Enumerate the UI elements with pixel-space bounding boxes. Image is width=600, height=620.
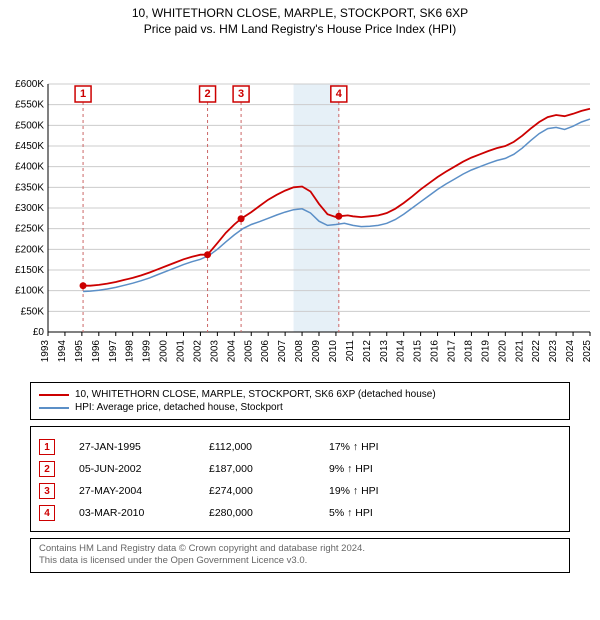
svg-text:1: 1 [80,88,86,100]
license-notice: Contains HM Land Registry data © Crown c… [30,538,570,573]
svg-text:4: 4 [336,88,343,100]
svg-text:£100K: £100K [15,286,44,297]
svg-text:1997: 1997 [108,340,119,363]
svg-text:2009: 2009 [311,340,322,363]
sales-price: £280,000 [209,507,329,519]
svg-text:2025: 2025 [582,340,593,363]
svg-text:£300K: £300K [15,203,44,214]
sales-row: 2 05-JUN-2002£187,0009% ↑ HPI [39,461,561,477]
svg-text:£600K: £600K [15,79,44,90]
legend-label: HPI: Average price, detached house, Stoc… [75,402,283,413]
svg-text:2014: 2014 [396,340,407,363]
svg-text:3: 3 [238,88,244,100]
svg-text:£50K: £50K [21,306,45,317]
sales-price: £274,000 [209,485,329,497]
sales-table: 1 27-JAN-1995£112,00017% ↑ HPI 2 05-JUN-200… [30,426,570,532]
sales-pct: 19% ↑ HPI [329,485,419,497]
legend-swatch [39,407,69,409]
svg-text:2004: 2004 [226,340,237,363]
sales-pct: 17% ↑ HPI [329,441,419,453]
svg-text:2021: 2021 [514,340,525,363]
sales-pct: 9% ↑ HPI [329,463,419,475]
svg-text:2015: 2015 [413,340,424,363]
svg-text:£0: £0 [33,327,45,338]
svg-text:2012: 2012 [362,340,373,363]
legend-item: 10, WHITETHORN CLOSE, MARPLE, STOCKPORT,… [39,389,561,400]
sales-row: 3 27-MAY-2004£274,00019% ↑ HPI [39,483,561,499]
svg-text:2018: 2018 [463,340,474,363]
sales-date: 03-MAR-2010 [79,507,209,519]
sales-marker: 1 [39,439,55,455]
svg-text:£150K: £150K [15,265,44,276]
svg-text:£450K: £450K [15,141,44,152]
svg-text:£350K: £350K [15,182,44,193]
sales-row: 4 03-MAR-2010£280,0005% ↑ HPI [39,505,561,521]
chart-title: 10, WHITETHORN CLOSE, MARPLE, STOCKPORT,… [0,6,600,20]
legend-label: 10, WHITETHORN CLOSE, MARPLE, STOCKPORT,… [75,389,436,400]
legend-item: HPI: Average price, detached house, Stoc… [39,402,561,413]
svg-text:1993: 1993 [40,340,51,363]
svg-text:2017: 2017 [447,340,458,363]
sales-marker: 4 [39,505,55,521]
svg-text:£400K: £400K [15,162,44,173]
svg-text:£200K: £200K [15,244,44,255]
svg-text:£500K: £500K [15,120,44,131]
svg-text:£550K: £550K [15,100,44,111]
svg-text:2008: 2008 [294,340,305,363]
svg-text:2006: 2006 [260,340,271,363]
sales-marker: 2 [39,461,55,477]
svg-text:2003: 2003 [209,340,220,363]
svg-text:1998: 1998 [125,340,136,363]
sales-date: 05-JUN-2002 [79,463,209,475]
svg-text:£250K: £250K [15,224,44,235]
sales-pct: 5% ↑ HPI [329,507,419,519]
svg-text:2023: 2023 [548,340,559,363]
license-line-2: This data is licensed under the Open Gov… [39,555,561,567]
svg-text:2001: 2001 [176,340,187,363]
svg-text:2019: 2019 [480,340,491,363]
svg-text:2016: 2016 [430,340,441,363]
sales-marker: 3 [39,483,55,499]
svg-text:2007: 2007 [277,340,288,363]
license-line-1: Contains HM Land Registry data © Crown c… [39,543,561,555]
svg-text:2011: 2011 [345,340,356,362]
legend: 10, WHITETHORN CLOSE, MARPLE, STOCKPORT,… [30,382,570,420]
svg-text:1996: 1996 [91,340,102,363]
titles: 10, WHITETHORN CLOSE, MARPLE, STOCKPORT,… [0,0,600,36]
sales-price: £112,000 [209,441,329,453]
sales-price: £187,000 [209,463,329,475]
svg-text:1995: 1995 [74,340,85,363]
legend-swatch [39,394,69,396]
svg-text:2000: 2000 [159,340,170,363]
chart-subtitle: Price paid vs. HM Land Registry's House … [0,22,600,36]
svg-text:2: 2 [204,88,210,100]
sales-row: 1 27-JAN-1995£112,00017% ↑ HPI [39,439,561,455]
svg-text:2024: 2024 [565,340,576,363]
svg-text:2020: 2020 [497,340,508,363]
svg-text:2002: 2002 [192,340,203,363]
line-chart: £0 £50K £100K £150K £200K £250K £300K £350K £400… [0,36,600,376]
sales-date: 27-JAN-1995 [79,441,209,453]
chart-container: 10, WHITETHORN CLOSE, MARPLE, STOCKPORT,… [0,0,600,573]
svg-text:2022: 2022 [531,340,542,363]
svg-text:1994: 1994 [57,340,68,363]
svg-text:2010: 2010 [328,340,339,363]
svg-text:2013: 2013 [379,340,390,363]
sales-date: 27-MAY-2004 [79,485,209,497]
svg-text:1999: 1999 [142,340,153,363]
svg-text:2005: 2005 [243,340,254,363]
